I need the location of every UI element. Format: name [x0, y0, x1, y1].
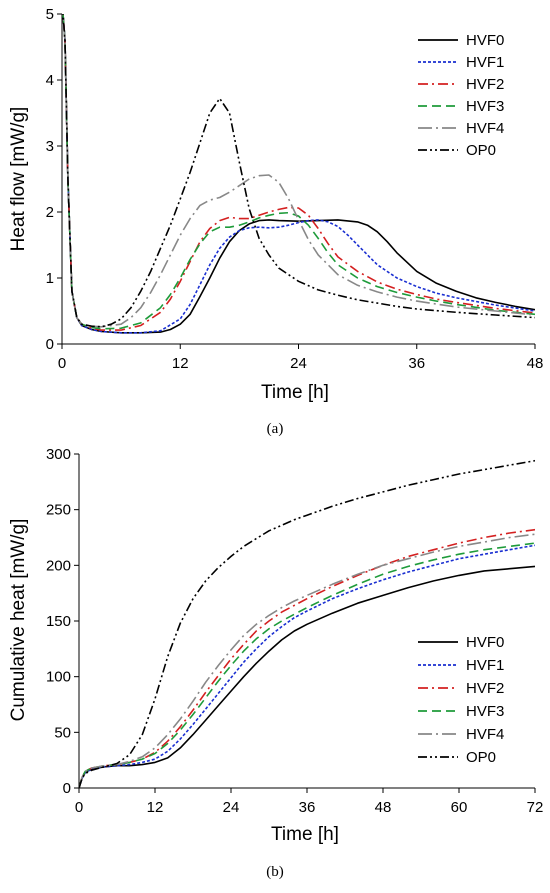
- panel-label: (b): [266, 864, 284, 880]
- x-tick-label: 24: [290, 355, 307, 372]
- legend-entry: HVF2: [466, 76, 504, 93]
- y-tick-label: 0: [63, 780, 71, 797]
- legend-entry: HVF2: [466, 680, 504, 697]
- x-tick-label: 0: [75, 799, 83, 816]
- legend-entry: HVF4: [466, 120, 504, 137]
- y-tick-label: 100: [46, 669, 71, 686]
- x-tick-label: 36: [299, 799, 316, 816]
- y-tick-label: 200: [46, 557, 71, 574]
- series-line-hvf2: [62, 14, 535, 331]
- series-line-op0: [79, 459, 535, 788]
- y-tick-label: 250: [46, 502, 71, 519]
- legend: HVF0 HVF1 HVF2 HVF3 HVF4 OP0: [418, 32, 504, 159]
- y-tick-label: 5: [46, 6, 54, 23]
- legend-entry: OP0: [466, 749, 496, 766]
- y-axis-label: Cumulative heat [mW/g]: [8, 519, 29, 722]
- series-line-op0: [62, 14, 535, 328]
- x-tick-label: 60: [451, 799, 468, 816]
- series-line-hvf1: [79, 544, 535, 788]
- y-tick-label: 150: [46, 613, 71, 630]
- y-tick-label: 4: [46, 72, 54, 89]
- series-line-hvf0: [62, 14, 535, 334]
- x-tick-label: 48: [375, 799, 392, 816]
- y-tick-label: 50: [54, 724, 71, 741]
- legend-entry: HVF1: [466, 657, 504, 674]
- x-tick-label: 12: [147, 799, 164, 816]
- legend-entry: HVF1: [466, 54, 504, 71]
- x-axis-label: Time [h]: [261, 382, 329, 403]
- legend: HVF0 HVF1 HVF2 HVF3 HVF4 OP0: [418, 634, 504, 766]
- legend-entry: HVF0: [466, 634, 504, 651]
- y-tick-label: 300: [46, 446, 71, 463]
- legend-entry: HVF4: [466, 726, 504, 743]
- x-tick-label: 36: [408, 355, 425, 372]
- series-line-hvf4: [62, 14, 535, 328]
- x-tick-label: 12: [172, 355, 189, 372]
- x-tick-label: 0: [58, 355, 66, 372]
- y-axis-label: Heat flow [mW/g]: [8, 107, 29, 252]
- chart-panel-b: Cumulative heat [mW/g] Time [h] (b) 0 50 1…: [8, 446, 543, 880]
- legend-entry: OP0: [466, 142, 496, 159]
- panel-label: (a): [267, 421, 284, 437]
- y-tick-label: 1: [46, 270, 54, 287]
- x-tick-label: 24: [223, 799, 240, 816]
- legend-entry: HVF0: [466, 32, 504, 49]
- x-tick-label: 48: [527, 355, 544, 372]
- x-axis-label: Time [h]: [271, 824, 339, 845]
- y-tick-label: 3: [46, 138, 54, 155]
- series-line-hvf1: [62, 14, 535, 334]
- legend-entry: HVF3: [466, 703, 504, 720]
- legend-entry: HVF3: [466, 98, 504, 115]
- series-line-hvf3: [62, 14, 535, 330]
- series-group: [62, 14, 535, 334]
- x-tick-label: 72: [527, 799, 544, 816]
- y-tick-label: 0: [46, 336, 54, 353]
- series-group: [79, 459, 535, 788]
- y-tick-label: 2: [46, 204, 54, 221]
